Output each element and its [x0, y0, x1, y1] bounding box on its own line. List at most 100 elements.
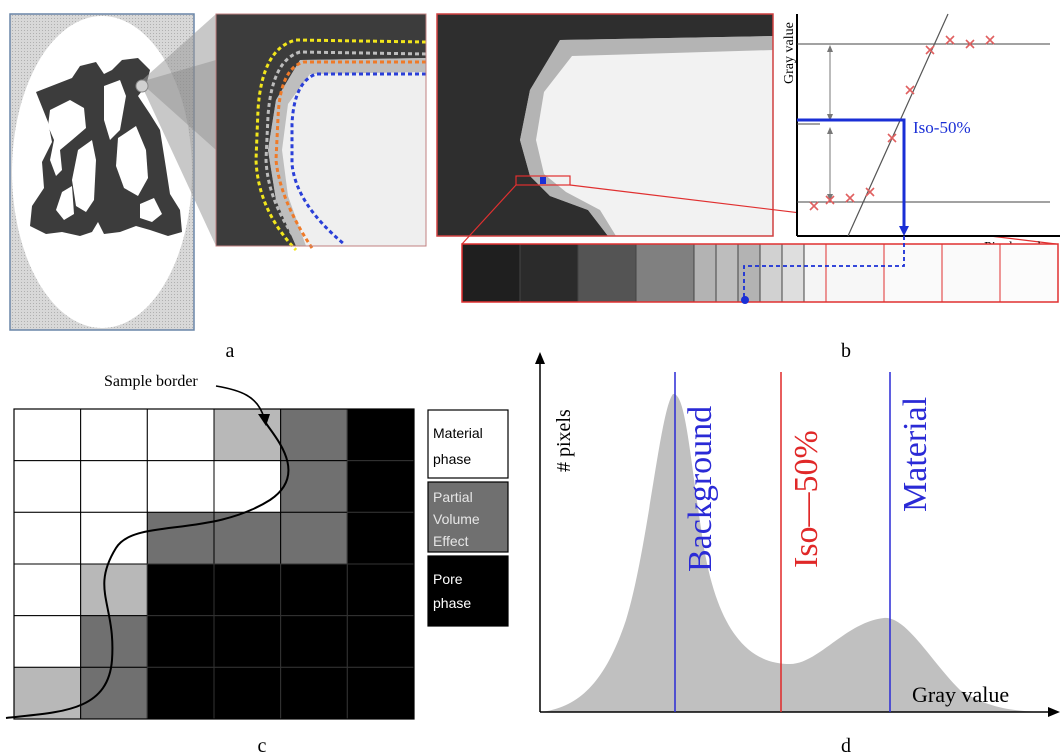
grid-cell-white — [13, 563, 82, 617]
strip-border — [461, 243, 1059, 303]
grid-cell-dark — [280, 408, 348, 462]
panel-d-label-iso: Iso—50% — [788, 430, 825, 568]
strip-pixel — [883, 243, 943, 303]
grid-cell-white — [13, 460, 82, 513]
panel-a-zoom-spot — [135, 79, 149, 93]
grid-cell-white — [13, 615, 82, 668]
panel-b-label: b — [841, 340, 851, 362]
grid-cell-black — [213, 666, 282, 720]
grid-cell-dark — [146, 511, 215, 565]
panel-d-y-arrow — [535, 352, 545, 364]
grid-cell-light — [213, 408, 282, 462]
panel-b-iso-path — [797, 118, 906, 228]
strip-pixel — [519, 243, 579, 303]
strip-pixel — [941, 243, 1001, 303]
strip-pixel — [577, 243, 637, 303]
grid-cell-white — [13, 511, 82, 565]
strip-pixel — [715, 243, 739, 303]
grid-cell-black — [213, 615, 282, 668]
panel-d: Background Iso—50% Material # pixels Gra… — [535, 352, 1060, 756]
panel-c: Sample border Material phase Partial Vol… — [5, 373, 509, 756]
panel-b-selected-pixel — [540, 177, 546, 184]
panel-b-link-dashed — [743, 236, 905, 300]
grid-cell-white — [213, 460, 282, 513]
panel-d-x-arrow — [1048, 707, 1060, 717]
grid-cell-light — [13, 666, 82, 720]
grid-cell-white — [80, 408, 148, 462]
panel-d-label-material: Material — [897, 397, 934, 512]
panel-b-dim-arrow-2 — [827, 114, 833, 121]
panel-b-leader-left — [461, 184, 517, 245]
grid-cell-black — [346, 563, 415, 617]
panel-c-legend-pore — [427, 555, 509, 627]
panel-b-image-border — [436, 13, 774, 237]
panel-c-sample-border-curve — [5, 419, 290, 719]
grid-cell-black — [146, 615, 215, 668]
panel-b-iso-arrow — [899, 226, 909, 236]
grid-cell-white — [146, 460, 215, 513]
grid-cell-dark — [213, 511, 282, 565]
panel-a-hole-1 — [48, 100, 86, 176]
panel-b-y-axis-label: Gray value — [782, 22, 797, 84]
panel-a-hole-4 — [116, 126, 148, 196]
panel-b: Iso-50% Gray value Pixelnumber b — [436, 13, 1060, 362]
panel-b-profile-markers — [809, 35, 995, 211]
grid-cell-black — [346, 408, 415, 462]
panel-a-contour-gray — [264, 50, 427, 249]
grid-cell-black — [280, 615, 348, 668]
panel-b-dim-arrow-3 — [827, 127, 833, 134]
panel-b-iso-label: Iso-50% — [913, 118, 971, 137]
grid-cell-light — [80, 563, 148, 617]
panel-a-zoom-cone — [140, 14, 216, 246]
panel-a-hole-3 — [104, 80, 126, 140]
panel-c-legend-partial-line2: Volume — [433, 511, 480, 527]
grid-cell-black — [346, 615, 415, 668]
grid-cell-white — [80, 460, 148, 513]
grid-cell-dark — [80, 666, 148, 720]
grid-cell-dark — [80, 615, 148, 668]
panel-a-zoom-border — [215, 13, 427, 247]
panel-b-profile-box — [515, 175, 571, 186]
strip-pixel — [461, 243, 521, 303]
panel-c-grid-border — [13, 408, 415, 720]
panel-c-label: c — [258, 735, 267, 756]
grid-cell-black — [146, 563, 215, 617]
grid-cell-black — [213, 563, 282, 617]
strip-pixel — [759, 243, 783, 303]
strip-pixel — [803, 243, 827, 303]
panel-c-legend-pore-line1: Pore — [433, 571, 463, 587]
grid-cell-black — [280, 563, 348, 617]
panel-c-legend-material-line1: Material — [433, 425, 483, 441]
panel-a-zoom-cone-inner — [140, 60, 216, 150]
panel-a-contour-blue — [290, 72, 426, 246]
panel-c-legend-partial-line1: Partial — [433, 489, 473, 505]
panel-d-histogram — [540, 393, 1055, 712]
panel-a-hole-6 — [140, 198, 162, 222]
panel-a-hole-2 — [72, 140, 96, 212]
panel-a-contour-orange — [274, 60, 426, 249]
panel-c-legend-material — [427, 409, 509, 479]
strip-pixel — [781, 243, 805, 303]
grid-cell-black — [346, 666, 415, 720]
grid-cell-white — [80, 511, 148, 565]
panel-a-contour-yellow — [254, 38, 427, 252]
panel-d-x-axis-label: Gray value — [912, 682, 1009, 707]
panel-a-zoom-material — [268, 58, 426, 246]
panel-b-pixel-strip — [461, 243, 1059, 303]
grid-cell-dark — [280, 511, 348, 565]
panel-c-legend-pore-line2: phase — [433, 595, 471, 611]
grid-cell-dark — [280, 460, 348, 513]
grid-cell-black — [346, 511, 415, 565]
panel-b-dim-arrow-4 — [827, 194, 833, 201]
panel-a: a — [9, 13, 427, 362]
panel-d-label-background: Background — [682, 406, 719, 572]
panel-c-legend-partial — [427, 481, 509, 553]
panel-c-legend-material-line2: phase — [433, 451, 471, 467]
panel-d-y-axis-label: # pixels — [553, 409, 575, 472]
strip-pixel — [635, 243, 695, 303]
panel-a-label: a — [226, 340, 235, 362]
grid-cell-black — [346, 460, 415, 513]
panel-c-border-pointer — [215, 385, 265, 419]
grid-cell-white — [146, 408, 215, 462]
